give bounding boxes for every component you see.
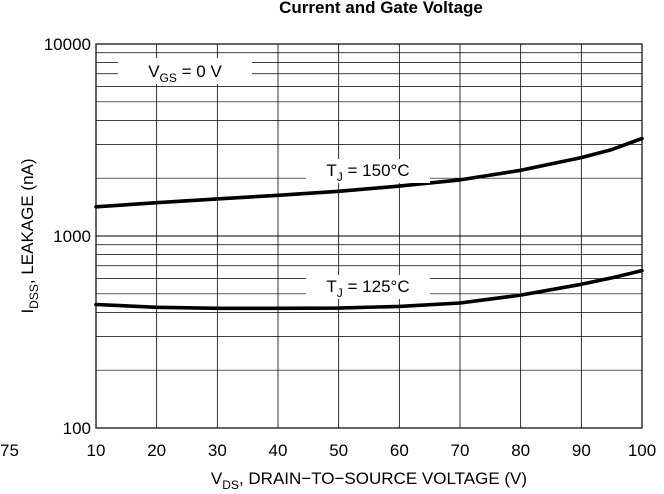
- plot-frame: [95, 43, 643, 429]
- x-tick-label: 50: [329, 441, 348, 460]
- condition-label-text: VGS = 0 V: [148, 62, 222, 85]
- x-tick-label: 100: [628, 441, 656, 460]
- series-labels: TJ = 150°C TJ = 125°C: [306, 159, 430, 300]
- x-tick-label: 60: [390, 441, 409, 460]
- x-axis-label: VDS, DRAIN−TO−SOURCE VOLTAGE (V): [211, 469, 527, 492]
- x-tick-label: 30: [208, 441, 227, 460]
- y-tick-labels: 100 1000 10000: [44, 35, 91, 438]
- series-group: [94, 136, 644, 311]
- x-tick-label: 90: [572, 441, 591, 460]
- series-label-2: TJ = 125°C: [326, 277, 409, 300]
- y-axis-label-text: IDSS, LEAKAGE (nA): [18, 158, 41, 313]
- y-tick-label: 100: [63, 419, 91, 438]
- x-axis-label-text: VDS, DRAIN−TO−SOURCE VOLTAGE (V): [211, 469, 527, 492]
- x-tick-label: 70: [451, 441, 470, 460]
- x-tick-label: 20: [147, 441, 166, 460]
- grid: [96, 44, 642, 428]
- series-label-bg: [306, 159, 430, 183]
- y-tick-label: 10000: [44, 35, 91, 54]
- y-axis-label: IDSS, LEAKAGE (nA): [18, 158, 41, 313]
- condition-label-bg: [118, 58, 252, 84]
- condition-label: VGS = 0 V: [118, 58, 252, 85]
- chart-title: Current and Gate Voltage: [279, 0, 483, 17]
- x-tick-label: 10: [87, 441, 106, 460]
- x-tick-labels: 10 20 30 40 50 60 70 80 90 100: [87, 441, 657, 460]
- y-tick-label: 1000: [53, 227, 91, 246]
- series-label-1: TJ = 150°C: [326, 161, 409, 184]
- series-line-2: [94, 268, 644, 311]
- series-label-bg: [306, 275, 430, 299]
- x-tick-label: 40: [269, 441, 288, 460]
- series-line-1: [94, 136, 644, 209]
- x-tick-label-stray: 75: [0, 441, 19, 460]
- x-tick-label: 80: [511, 441, 530, 460]
